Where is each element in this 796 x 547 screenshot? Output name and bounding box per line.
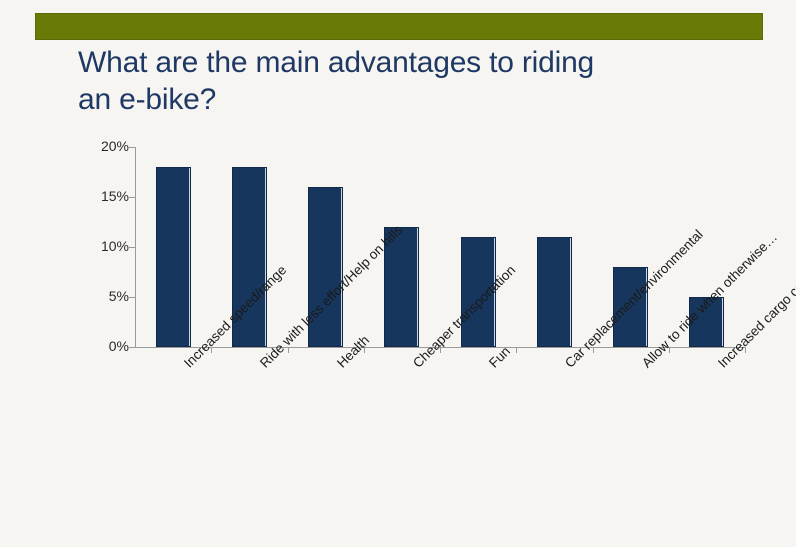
x-tick-mark xyxy=(288,347,289,353)
y-tick-mark xyxy=(129,297,135,298)
y-tick-label: 5% xyxy=(108,288,129,304)
page-title: What are the main advantages to riding a… xyxy=(78,46,595,116)
header-accent-band xyxy=(35,13,763,40)
x-tick-mark xyxy=(364,347,365,353)
bar xyxy=(384,227,420,347)
y-tick-mark xyxy=(129,247,135,248)
x-tick-mark xyxy=(593,347,594,353)
bar xyxy=(155,167,191,347)
x-tick-mark xyxy=(745,347,746,353)
x-tick-mark xyxy=(211,347,212,353)
y-tick-label: 15% xyxy=(100,188,129,204)
bar xyxy=(536,237,572,347)
bar xyxy=(308,187,344,347)
bar xyxy=(460,237,496,347)
x-category-label: Allow to ride when otherwise… xyxy=(638,229,780,371)
y-tick-label: 0% xyxy=(108,338,129,354)
y-tick-mark xyxy=(129,197,135,198)
y-tick-mark xyxy=(129,347,135,348)
y-tick-label: 20% xyxy=(100,138,129,154)
x-category-label: Car replacement/environmental xyxy=(562,226,707,371)
bar xyxy=(231,167,267,347)
bar xyxy=(689,297,725,347)
y-tick-mark xyxy=(129,147,135,148)
bar xyxy=(613,267,649,347)
x-tick-mark xyxy=(440,347,441,353)
x-tick-mark xyxy=(516,347,517,353)
y-tick-label: 10% xyxy=(100,238,129,254)
x-tick-mark xyxy=(669,347,670,353)
y-axis-line xyxy=(135,147,136,348)
